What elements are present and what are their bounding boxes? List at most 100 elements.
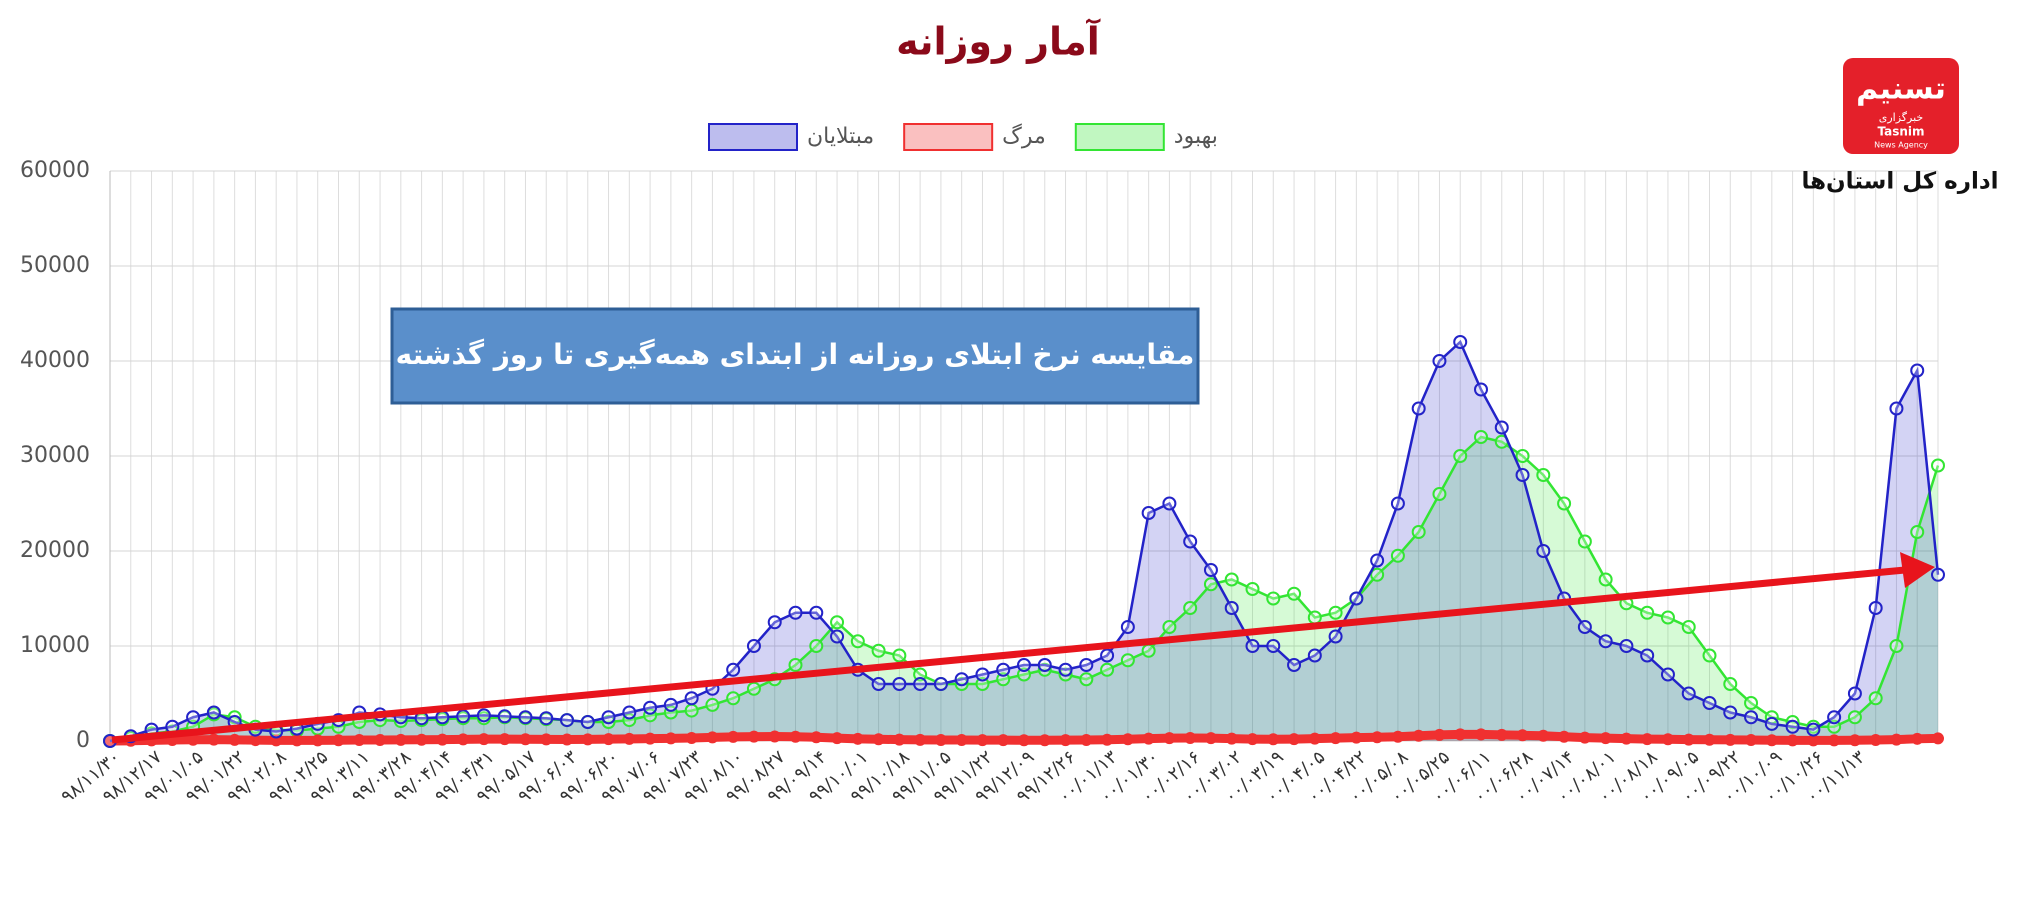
point — [560, 713, 574, 728]
point — [1910, 525, 1925, 539]
point — [1661, 733, 1674, 746]
point — [1723, 705, 1738, 720]
point — [1142, 732, 1155, 745]
point — [1515, 449, 1530, 463]
point — [1475, 728, 1487, 741]
point — [187, 733, 200, 746]
point — [1224, 601, 1239, 615]
legend-label: بهبود — [1174, 124, 1218, 149]
logo-caption: اداره کل استان‌ها — [1801, 169, 1998, 195]
point — [996, 662, 1011, 677]
point — [228, 733, 241, 746]
point — [1744, 710, 1759, 725]
point — [1620, 732, 1633, 745]
point — [1744, 696, 1759, 710]
point — [706, 731, 719, 744]
point — [1889, 401, 1904, 416]
point — [415, 733, 428, 746]
point — [726, 691, 741, 706]
point — [519, 733, 532, 746]
point — [1162, 496, 1177, 511]
point — [1203, 563, 1218, 577]
point — [788, 605, 803, 620]
point — [1183, 601, 1198, 615]
point — [1266, 591, 1281, 606]
point — [476, 708, 491, 723]
point — [809, 639, 824, 653]
point — [1162, 620, 1177, 634]
y-tick-label: 0 — [76, 728, 90, 753]
point — [996, 672, 1011, 687]
point — [1807, 734, 1820, 747]
point — [1536, 544, 1551, 558]
point — [893, 733, 906, 746]
point — [1184, 731, 1197, 744]
point — [1931, 567, 1945, 582]
point — [1745, 734, 1758, 747]
point — [1204, 732, 1217, 745]
annotation: مقایسه نرخ ابتلای روزانه از ابتدای همه‌گ… — [396, 338, 1195, 371]
point — [1225, 732, 1238, 745]
point — [1660, 610, 1675, 625]
point — [746, 639, 761, 653]
point — [831, 732, 844, 745]
point — [830, 629, 845, 644]
point — [1869, 734, 1882, 747]
point — [457, 733, 470, 746]
point — [1723, 677, 1738, 691]
point — [623, 732, 636, 745]
legend-swatch — [1074, 123, 1165, 151]
point — [1558, 730, 1571, 743]
y-tick-label: 30000 — [20, 443, 90, 468]
point — [872, 733, 885, 746]
point — [1847, 686, 1862, 701]
point — [1370, 553, 1385, 568]
point — [1702, 648, 1717, 663]
point — [1827, 710, 1842, 725]
point — [934, 734, 947, 747]
point — [580, 715, 595, 729]
point — [1828, 734, 1841, 747]
logo-name: Tasnim — [1877, 125, 1924, 139]
point — [1120, 620, 1135, 634]
point — [518, 710, 533, 725]
point — [1412, 729, 1425, 742]
point — [1037, 658, 1052, 672]
legend-label: مرگ — [1002, 123, 1046, 149]
point — [1079, 658, 1094, 672]
point — [705, 697, 720, 712]
legend-swatch — [903, 123, 994, 151]
point — [1765, 734, 1778, 747]
point — [1101, 733, 1114, 746]
point — [913, 677, 928, 691]
point — [663, 697, 678, 712]
point — [1640, 605, 1655, 620]
point — [643, 700, 658, 715]
point — [477, 733, 490, 746]
point — [1454, 728, 1467, 741]
point — [1163, 732, 1176, 745]
point — [1350, 731, 1363, 744]
point — [871, 677, 886, 691]
point — [1619, 639, 1634, 653]
point — [997, 734, 1010, 747]
point — [1889, 639, 1904, 653]
point — [850, 634, 865, 649]
point — [1847, 710, 1862, 725]
point — [1017, 658, 1031, 672]
series-area — [110, 342, 1938, 741]
point — [1660, 667, 1675, 682]
point — [1371, 731, 1384, 744]
legend-label: مبتلایان — [807, 124, 874, 149]
point — [954, 672, 969, 687]
point — [1287, 658, 1302, 672]
logo-mark: تسنیم — [1856, 72, 1946, 107]
point — [664, 732, 677, 745]
point — [684, 691, 699, 706]
point — [1391, 730, 1404, 743]
point — [1474, 382, 1488, 397]
point — [1017, 667, 1031, 682]
point — [830, 615, 845, 630]
point — [206, 705, 221, 720]
